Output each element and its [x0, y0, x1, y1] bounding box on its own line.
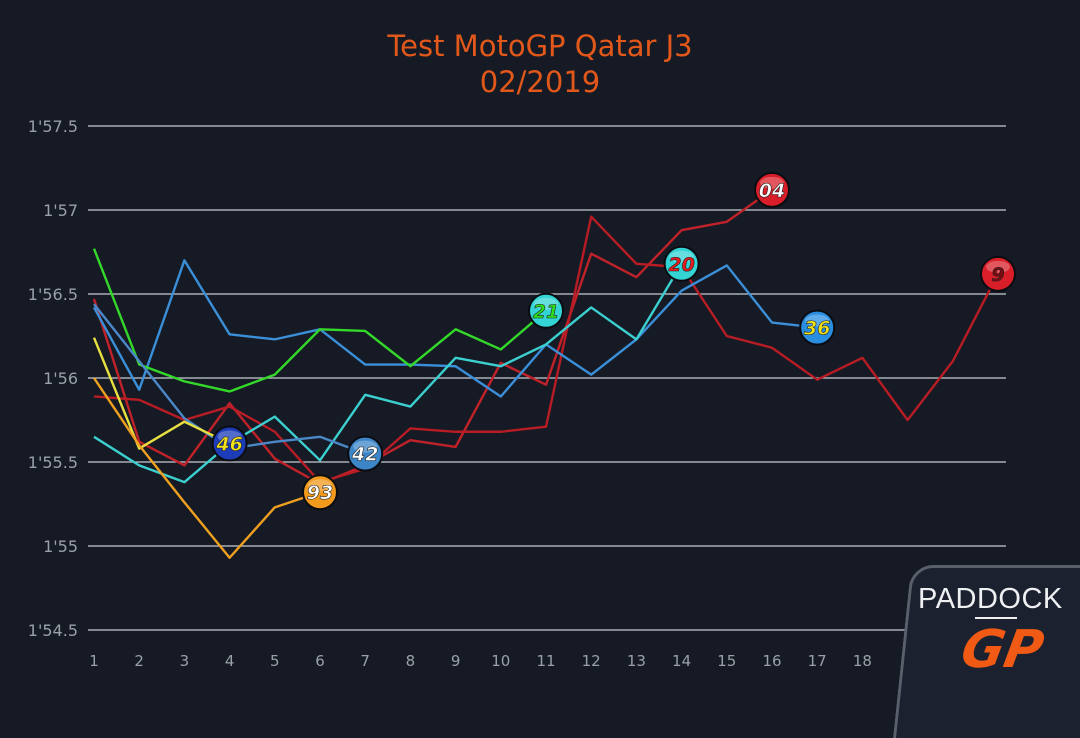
series-line-20 — [93, 263, 683, 484]
y-tick-label: 1'56 — [43, 369, 78, 388]
x-tick-label: 6 — [315, 652, 325, 670]
x-tick-label: 13 — [627, 652, 646, 670]
badge-highlight — [760, 176, 784, 189]
x-tick-label: 11 — [536, 652, 555, 670]
y-tick-label: 1'54.5 — [28, 621, 78, 640]
series-line-04 — [92, 188, 773, 486]
x-tick-label: 2 — [134, 652, 144, 670]
chart-title-text: Test MotoGP Qatar J3 — [387, 29, 693, 63]
chart-title: Test MotoGP Qatar J3 02/2019 — [0, 28, 1080, 100]
rider-number: 93 — [307, 482, 333, 504]
rider-badge-9 — [980, 255, 1016, 292]
x-tick-label: 17 — [808, 652, 827, 670]
series-line-93 — [93, 377, 321, 559]
x-tick-label: 14 — [672, 652, 691, 670]
series-line-9 — [93, 215, 1000, 484]
lap-time-chart: 1'57.51'571'56.51'561'55.51'551'54.51 2 3 4… — [28, 117, 1016, 670]
x-tick-label: 7 — [360, 652, 370, 670]
x-tick-label: 15 — [717, 652, 736, 670]
series-line-36 — [92, 259, 818, 398]
badge-highlight — [986, 260, 1010, 273]
badge-highlight — [805, 314, 830, 327]
rider-badge-21 — [528, 292, 564, 329]
badge-highlight — [308, 479, 332, 492]
rider-number: 04 — [759, 180, 785, 202]
badge-highlight — [534, 297, 558, 310]
x-tick-label: 16 — [762, 652, 781, 670]
rider-badge-93 — [302, 474, 338, 511]
chart-subtitle: 02/2019 — [479, 65, 601, 99]
rider-badge-20 — [663, 245, 700, 282]
badge-highlight — [217, 430, 242, 443]
logo-paddock: PADDOCK — [918, 583, 1063, 615]
rider-number: 36 — [804, 318, 830, 340]
y-tick-label: 1'57 — [43, 201, 78, 220]
badge-highlight — [669, 250, 694, 263]
badge-highlight — [353, 440, 378, 453]
x-tick-label: 8 — [406, 652, 416, 670]
y-tick-label: 1'55 — [43, 537, 78, 556]
rider-badge-46 — [211, 425, 248, 462]
series-line-46 — [92, 337, 231, 450]
x-tick-label: 5 — [270, 652, 280, 670]
rider-number: 9 — [991, 264, 1004, 286]
y-tick-label: 1'56.5 — [28, 285, 78, 304]
rider-number: 20 — [668, 254, 694, 276]
rider-badge-36 — [799, 309, 836, 346]
series-line-21 — [92, 248, 547, 393]
x-tick-label: 10 — [491, 652, 510, 670]
rider-number: 21 — [533, 301, 559, 323]
x-tick-label: 9 — [451, 652, 461, 670]
x-tick-label: 18 — [853, 652, 872, 670]
x-tick-label: 1 — [89, 652, 99, 670]
rider-badge-04 — [754, 171, 790, 208]
logo-underline — [975, 617, 1017, 619]
x-tick-label: 4 — [225, 652, 235, 670]
rider-number: 42 — [351, 444, 378, 466]
logo-gp: GP — [956, 620, 1049, 680]
y-tick-label: 1'55.5 — [28, 453, 78, 472]
y-tick-label: 1'57.5 — [28, 117, 78, 136]
x-tick-label: 3 — [180, 652, 190, 670]
rider-badge-42 — [347, 435, 384, 472]
rider-number: 46 — [215, 434, 242, 456]
x-tick-label: 12 — [582, 652, 601, 670]
